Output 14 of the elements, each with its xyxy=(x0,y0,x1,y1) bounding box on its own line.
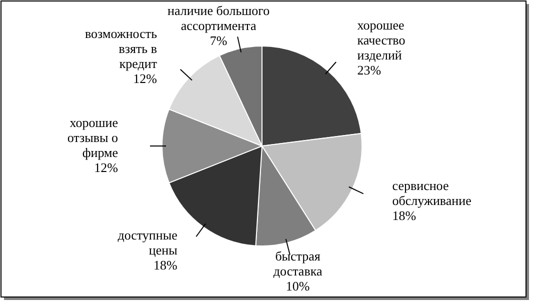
slice-label: наличие большого ассортимента xyxy=(167,3,270,33)
slice-label: сервисное обслуживание xyxy=(392,178,472,208)
data-label: 7% xyxy=(210,33,228,48)
data-label: 12% xyxy=(133,71,158,86)
data-label: 23% xyxy=(357,62,382,78)
slice-label: быстрая доставка xyxy=(273,248,322,278)
slice-label: доступные цены xyxy=(118,228,178,258)
slice-label: хорошие отзывы о фирме xyxy=(67,115,118,160)
data-label: 12% xyxy=(94,160,118,175)
slice-label: возможность взять в кредит xyxy=(84,26,158,72)
slice-label: хорошее качество изделий xyxy=(357,17,406,62)
data-label: 18% xyxy=(154,258,178,273)
data-label: 18% xyxy=(392,208,416,223)
data-label: 10% xyxy=(286,278,310,294)
